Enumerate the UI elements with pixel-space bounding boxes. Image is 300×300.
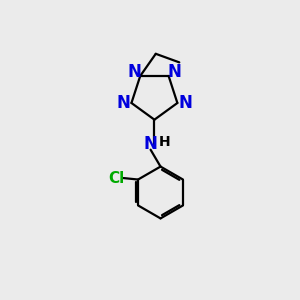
Text: N: N bbox=[144, 135, 158, 153]
Text: H: H bbox=[158, 135, 170, 149]
Text: N: N bbox=[127, 63, 141, 81]
Text: N: N bbox=[168, 63, 182, 81]
Text: N: N bbox=[178, 94, 192, 112]
Text: Cl: Cl bbox=[109, 171, 125, 186]
Text: N: N bbox=[117, 94, 131, 112]
